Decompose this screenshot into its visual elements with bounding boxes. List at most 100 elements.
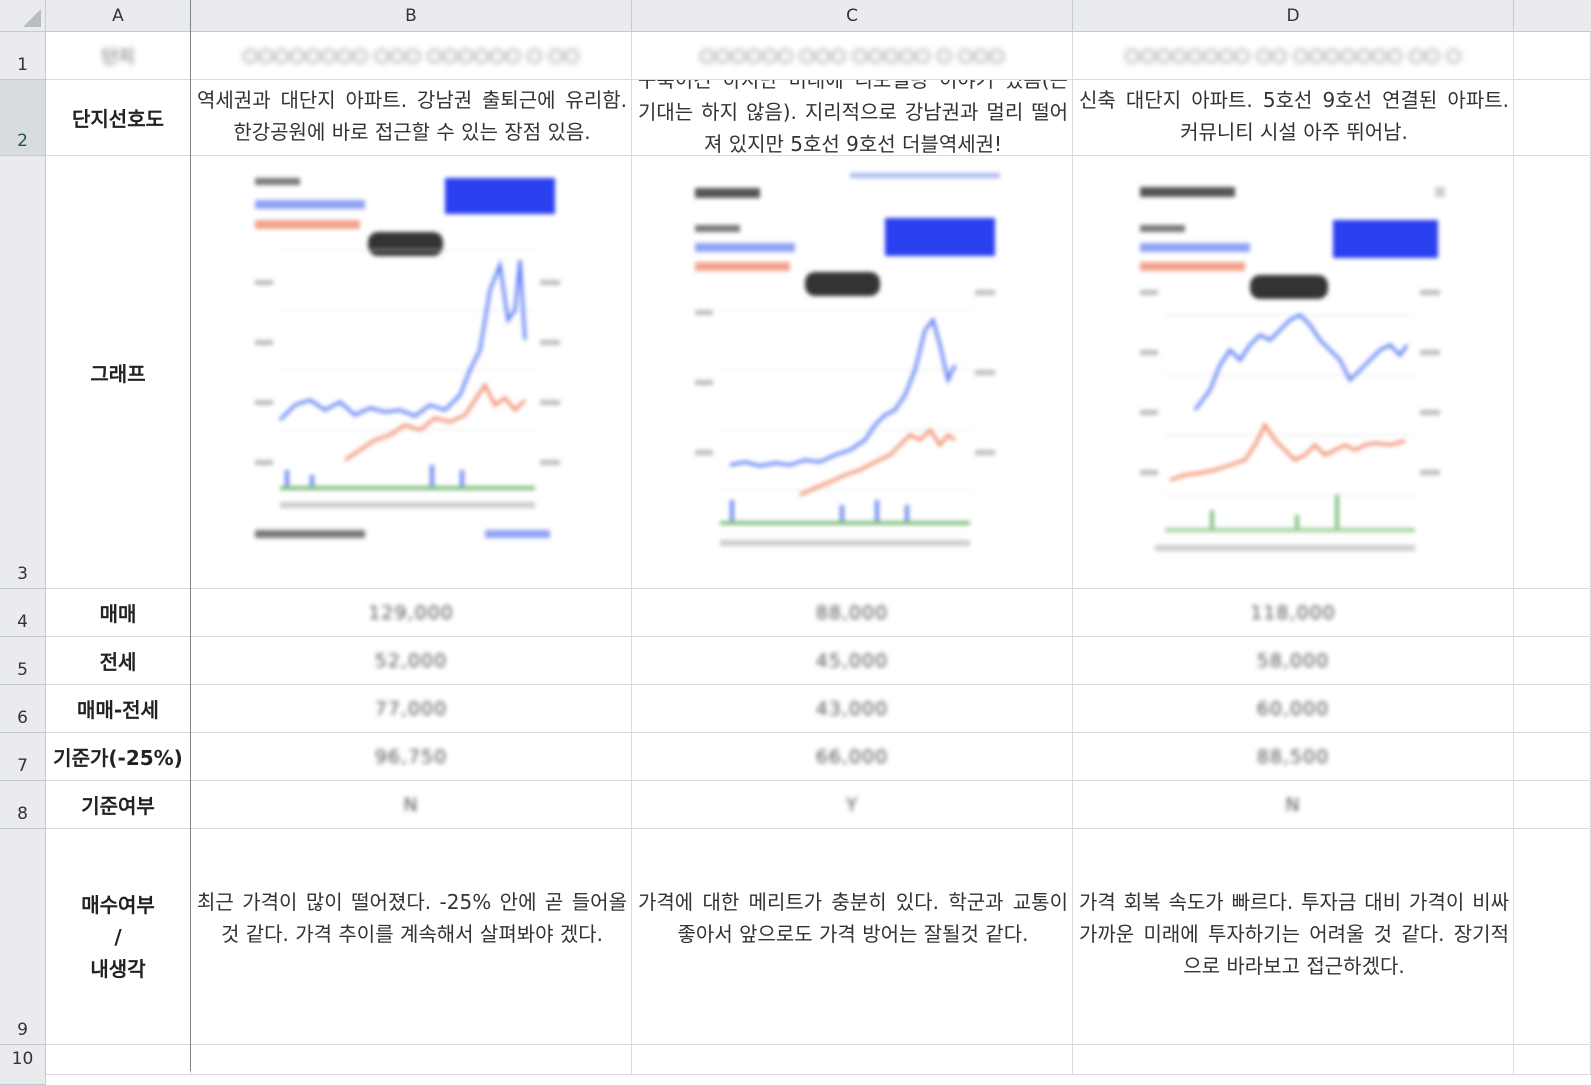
cell-c5[interactable]: 45,000 bbox=[632, 637, 1073, 685]
price-chart-c bbox=[695, 173, 1000, 546]
opinion-text-c: 가격에 대한 메리트가 충분히 있다. 학군과 교통이 좋아서 앞으로도 가격 … bbox=[638, 890, 1068, 946]
cell-d2[interactable]: 신축 대단지 아파트. 5호선 9호선 연결된 아파트. 커뮤니티 시설 아주 … bbox=[1073, 80, 1514, 156]
chart-legend-c bbox=[695, 225, 795, 271]
cell-d8[interactable]: N bbox=[1073, 781, 1514, 829]
price-chart-d bbox=[1140, 187, 1445, 551]
jeonse-price-line-b bbox=[344, 382, 527, 462]
cell-e1[interactable] bbox=[1514, 32, 1591, 80]
freeze-pane-divider bbox=[190, 0, 191, 1071]
column-header-a[interactable]: A bbox=[46, 0, 191, 32]
row-header-8[interactable]: 8 bbox=[0, 781, 46, 829]
cell-d6[interactable]: 60,000 bbox=[1073, 685, 1514, 733]
chart-xaxis-c bbox=[720, 540, 970, 546]
cell-b6[interactable]: 77,000 bbox=[191, 685, 632, 733]
cell-e8[interactable] bbox=[1514, 781, 1591, 829]
cell-c8[interactable]: Y bbox=[632, 781, 1073, 829]
base-check-label: 기준여부 bbox=[81, 794, 155, 818]
chart-title-c bbox=[695, 188, 760, 198]
row-header-5[interactable]: 5 bbox=[0, 637, 46, 685]
cell-d1[interactable]: ○○○○○○○○ ○○ ○○○○○○○ ○○ ○ bbox=[1073, 32, 1514, 80]
cell-c6[interactable]: 43,000 bbox=[632, 685, 1073, 733]
row-header-2[interactable]: 2 bbox=[0, 80, 46, 156]
cell-a3[interactable]: 그래프 bbox=[46, 156, 191, 589]
cell-b4[interactable]: 129,000 bbox=[191, 589, 632, 637]
cell-a5[interactable]: 전세 bbox=[46, 637, 191, 685]
cell-e6[interactable] bbox=[1514, 685, 1591, 733]
opinion-text-b: 최근 가격이 많이 떨어졌다. -25% 안에 곧 들어올 것 같다. 가격 추… bbox=[197, 890, 627, 946]
row-header-6[interactable]: 6 bbox=[0, 685, 46, 733]
cell-b1[interactable]: ○○○○○○○○ ○○○ ○○○○○○ ○ ○○ bbox=[191, 32, 632, 80]
chart-scroll-c bbox=[850, 173, 1000, 178]
cell-c9[interactable]: 가격에 대한 메리트가 충분히 있다. 학군과 교통이 좋아서 앞으로도 가격 … bbox=[632, 829, 1073, 1045]
cell-e4[interactable] bbox=[1514, 589, 1591, 637]
chart-xaxis-d bbox=[1155, 545, 1415, 551]
cell-b3[interactable] bbox=[191, 156, 632, 589]
cell-d7[interactable]: 88,500 bbox=[1073, 733, 1514, 781]
column-header-b[interactable]: B bbox=[191, 0, 632, 32]
chart-tooltip-d bbox=[1250, 275, 1328, 299]
cell-a2[interactable]: 단지선호도 bbox=[46, 80, 191, 156]
cell-b5[interactable]: 52,000 bbox=[191, 637, 632, 685]
cell-a1[interactable]: 단지 bbox=[46, 32, 191, 80]
base-price-label: 기준가(-25%) bbox=[53, 746, 183, 770]
cell-d4[interactable]: 118,000 bbox=[1073, 589, 1514, 637]
column-header-c[interactable]: C bbox=[632, 0, 1073, 32]
cell-a8[interactable]: 기준여부 bbox=[46, 781, 191, 829]
chart-xaxis-b bbox=[280, 502, 535, 508]
jeonse-label: 전세 bbox=[99, 650, 137, 674]
jeonse-value-d: 58,000 bbox=[1256, 649, 1330, 672]
cell-c3[interactable] bbox=[632, 156, 1073, 589]
chart-tooltip-c bbox=[805, 272, 880, 296]
cell-b7[interactable]: 96,750 bbox=[191, 733, 632, 781]
cell-a6[interactable]: 매매-전세 bbox=[46, 685, 191, 733]
cell-c2[interactable]: 구축이긴 하지만 미래에 리모델링 이야기 있음(큰 기대는 하지 않음). 지… bbox=[632, 80, 1073, 156]
cell-d5[interactable]: 58,000 bbox=[1073, 637, 1514, 685]
chart-badge-c bbox=[885, 218, 995, 256]
cell-b9[interactable]: 최근 가격이 많이 떨어졌다. -25% 안에 곧 들어올 것 같다. 가격 추… bbox=[191, 829, 632, 1045]
cell-e5[interactable] bbox=[1514, 637, 1591, 685]
column-header-e[interactable] bbox=[1514, 0, 1591, 32]
preference-label: 단지선호도 bbox=[72, 107, 164, 131]
sale-price-line-b bbox=[278, 259, 527, 422]
cell-e2[interactable] bbox=[1514, 80, 1591, 156]
select-all-corner[interactable] bbox=[0, 0, 46, 32]
row-header-7[interactable]: 7 bbox=[0, 733, 46, 781]
base-price-value-c: 66,000 bbox=[815, 745, 889, 768]
cell-a4[interactable]: 매매 bbox=[46, 589, 191, 637]
base-check-value-b: N bbox=[403, 793, 419, 816]
chart-legend-b bbox=[255, 178, 365, 229]
cell-c1[interactable]: ○○○○○○ ○○○ ○○○○○ ○ ○○○ bbox=[632, 32, 1073, 80]
cell-b8[interactable]: N bbox=[191, 781, 632, 829]
cell-c4[interactable]: 88,000 bbox=[632, 589, 1073, 637]
gap-value-b: 77,000 bbox=[374, 697, 448, 720]
jeonse-value-c: 45,000 bbox=[815, 649, 889, 672]
chart-title-d bbox=[1140, 187, 1235, 197]
volume-baseline-b bbox=[280, 486, 535, 490]
base-price-value-d: 88,500 bbox=[1256, 745, 1330, 768]
row-header-3[interactable]: 3 bbox=[0, 156, 46, 589]
cell-d9[interactable]: 가격 회복 속도가 빠르다. 투자금 대비 가격이 비싸 가까운 미래에 투자하… bbox=[1073, 829, 1514, 1045]
chart-close-d bbox=[1435, 187, 1445, 197]
cell-e7[interactable] bbox=[1514, 733, 1591, 781]
cell-a7[interactable]: 기준가(-25%) bbox=[46, 733, 191, 781]
preference-text-c: 구축이긴 하지만 미래에 리모델링 이야기 있음(큰 기대는 하지 않음). 지… bbox=[638, 80, 1068, 156]
chart-tooltip-b bbox=[368, 232, 443, 256]
row-header-10[interactable]: 10 bbox=[0, 1045, 46, 1085]
opinion-text-d: 가격 회복 속도가 빠르다. 투자금 대비 가격이 비싸 가까운 미래에 투자하… bbox=[1079, 890, 1509, 978]
graph-label: 그래프 bbox=[90, 361, 146, 386]
chart-grid-b bbox=[280, 249, 535, 491]
cell-c7[interactable]: 66,000 bbox=[632, 733, 1073, 781]
column-header-d[interactable]: D bbox=[1073, 0, 1514, 32]
cell-d3[interactable] bbox=[1073, 156, 1514, 589]
sale-price-line-d bbox=[1193, 313, 1409, 411]
row-header-1[interactable]: 1 bbox=[0, 32, 46, 80]
cell-a9[interactable]: 매수여부 / 내생각 bbox=[46, 829, 191, 1045]
cell-e3[interactable] bbox=[1514, 156, 1591, 589]
gap-label: 매매-전세 bbox=[77, 698, 159, 722]
gap-value-c: 43,000 bbox=[815, 697, 889, 720]
cell-b2[interactable]: 역세권과 대단지 아파트. 강남권 출퇴근에 유리함. 한강공원에 바로 접근할… bbox=[191, 80, 632, 156]
row-header-9[interactable]: 9 bbox=[0, 829, 46, 1045]
row-header-4[interactable]: 4 bbox=[0, 589, 46, 637]
cell-e9[interactable] bbox=[1514, 829, 1591, 1045]
volume-bars-b bbox=[285, 465, 464, 490]
